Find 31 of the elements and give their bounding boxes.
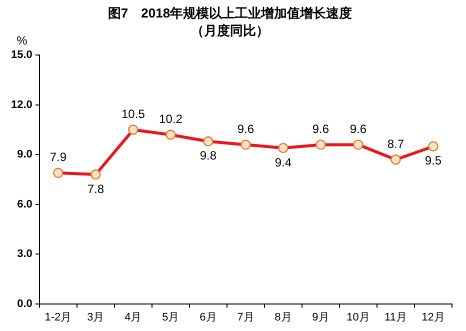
x-tick-label: 4月: [124, 311, 142, 324]
y-tick-label: 3.0: [17, 248, 32, 260]
y-tick-label: 9.0: [17, 148, 32, 161]
data-label: 9.5: [424, 154, 442, 168]
x-tick-label: 1-2月: [44, 311, 72, 324]
x-tick-label: 9月: [312, 311, 330, 324]
x-tick-label: 11月: [384, 311, 407, 324]
x-tick-label: 12月: [422, 311, 445, 324]
y-tick-label: 0.0: [17, 298, 32, 310]
x-tick-label: 8月: [274, 311, 292, 324]
y-tick-label: 12.0: [10, 98, 32, 111]
data-label: 9.8: [200, 148, 217, 163]
x-tick-label: 3月: [87, 311, 104, 324]
x-tick-label: 6月: [200, 311, 217, 324]
data-label: 9.6: [237, 122, 254, 136]
chart-title: 图7 2018年规模以上工业增加值增长速度: [108, 5, 352, 20]
data-label: 7.9: [50, 150, 67, 164]
data-label: 9.6: [312, 122, 330, 136]
y-axis-title: %: [16, 34, 28, 48]
data-label: 10.5: [122, 107, 146, 122]
x-tick-label: 7月: [237, 311, 254, 324]
chart-subtitle: （月度同比）: [191, 22, 269, 38]
x-tick-label: 5月: [162, 311, 180, 324]
data-label: 9.4: [274, 155, 292, 170]
data-label: 9.6: [350, 122, 367, 136]
y-tick-label: 15.0: [10, 49, 32, 62]
data-label: 10.2: [159, 112, 183, 126]
data-label: 7.8: [87, 182, 104, 196]
data-label: 8.7: [387, 136, 404, 151]
y-tick-label: 6.0: [17, 198, 32, 210]
x-tick-label: 10月: [346, 311, 370, 324]
